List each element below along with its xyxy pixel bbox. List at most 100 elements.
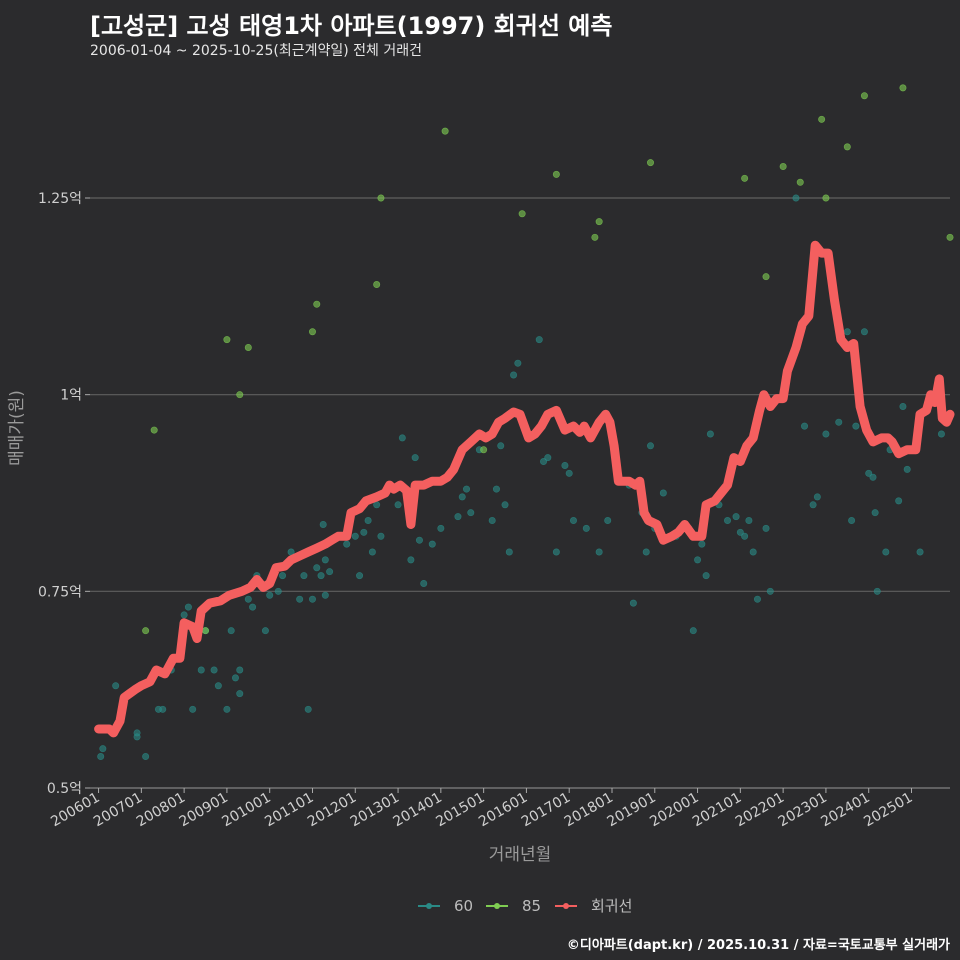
point-85 (796, 178, 804, 186)
x-axis-label: 거래년월 (489, 845, 552, 865)
point-60 (813, 493, 821, 501)
point-60 (133, 733, 141, 741)
point-60 (561, 461, 569, 469)
point-85 (142, 627, 150, 635)
point-85 (518, 210, 526, 218)
point-85 (373, 281, 381, 289)
point-60 (604, 517, 612, 525)
point-60 (373, 501, 381, 509)
point-60 (565, 469, 573, 477)
point-60 (142, 753, 150, 761)
point-60 (97, 753, 105, 761)
series-85-points (142, 84, 954, 635)
point-60 (249, 603, 257, 611)
point-60 (184, 603, 192, 611)
point-85 (899, 84, 907, 92)
y-axis-label: 매매가(원) (7, 390, 27, 466)
gridlines (90, 197, 950, 789)
point-60 (428, 540, 436, 548)
y-tick-label: 0.5억 (47, 781, 82, 797)
point-85 (377, 194, 385, 202)
point-60 (351, 532, 359, 540)
point-60 (732, 513, 740, 521)
point-85 (313, 300, 321, 308)
point-60 (398, 434, 406, 442)
legend-key-dot-1 (494, 903, 500, 909)
point-60 (180, 611, 188, 619)
point-85 (779, 163, 787, 171)
point-85 (202, 627, 210, 635)
point-60 (420, 579, 428, 587)
point-60 (595, 548, 603, 556)
point-85 (480, 446, 488, 454)
tick-labels: 0.5억0.75억1억1.25억200601200701200801200901… (38, 191, 916, 830)
point-60 (266, 591, 274, 599)
point-60 (689, 627, 697, 635)
point-60 (261, 627, 269, 635)
legend-key-dot-0 (426, 903, 432, 909)
point-60 (411, 454, 419, 462)
point-85 (822, 194, 830, 202)
point-60 (706, 430, 714, 438)
point-60 (407, 556, 415, 564)
point-60 (753, 595, 761, 603)
point-60 (882, 548, 890, 556)
point-60 (741, 532, 749, 540)
x-tick-label: 202501 (861, 790, 915, 831)
point-60 (227, 627, 235, 635)
point-85 (591, 233, 599, 241)
point-60 (822, 430, 830, 438)
point-60 (343, 540, 351, 548)
point-60 (505, 548, 513, 556)
point-60 (463, 485, 471, 493)
point-60 (313, 564, 321, 572)
point-85 (595, 218, 603, 226)
y-tick-label: 0.75억 (38, 584, 82, 600)
point-60 (300, 572, 308, 580)
point-85 (441, 127, 449, 135)
point-60 (308, 595, 316, 603)
point-60 (535, 336, 543, 344)
point-85 (646, 159, 654, 167)
point-60 (467, 509, 475, 517)
point-60 (801, 422, 809, 430)
point-60 (244, 595, 252, 603)
legend-key-dot-2 (563, 903, 569, 909)
point-60 (317, 572, 325, 580)
point-60 (871, 509, 879, 517)
point-60 (860, 328, 868, 336)
chart-title: [고성군] 고성 태영1차 아파트(1997) 회귀선 예측 (90, 12, 613, 40)
point-60 (869, 473, 877, 481)
chart-subtitle: 2006-01-04 ~ 2025-10-25(최근계약일) 전체 거래건 (90, 43, 422, 59)
point-60 (501, 501, 509, 509)
legend-label-1: 85 (522, 897, 541, 915)
y-tick-label: 1.25억 (38, 191, 82, 207)
point-60 (454, 513, 462, 521)
point-60 (236, 666, 244, 674)
point-60 (274, 587, 282, 595)
point-60 (899, 402, 907, 410)
point-60 (279, 572, 287, 580)
point-60 (514, 359, 522, 367)
point-60 (360, 528, 368, 536)
point-60 (321, 556, 329, 564)
point-60 (197, 666, 205, 674)
point-60 (189, 705, 197, 713)
point-60 (364, 517, 372, 525)
source-caption: ©디아파트(dapt.kr) / 2025.10.31 / 자료=국토교통부 실… (566, 938, 950, 953)
point-85 (223, 336, 231, 344)
point-60 (745, 517, 753, 525)
point-60 (214, 682, 222, 690)
point-60 (223, 705, 231, 713)
regression-line-path (94, 240, 955, 738)
legend: 60 85 회귀선 (418, 897, 632, 915)
point-85 (552, 170, 560, 178)
point-60 (236, 690, 244, 698)
point-60 (488, 517, 496, 525)
point-60 (629, 599, 637, 607)
point-60 (642, 548, 650, 556)
point-60 (848, 517, 856, 525)
point-60 (736, 528, 744, 536)
point-60 (702, 572, 710, 580)
point-60 (356, 572, 364, 580)
